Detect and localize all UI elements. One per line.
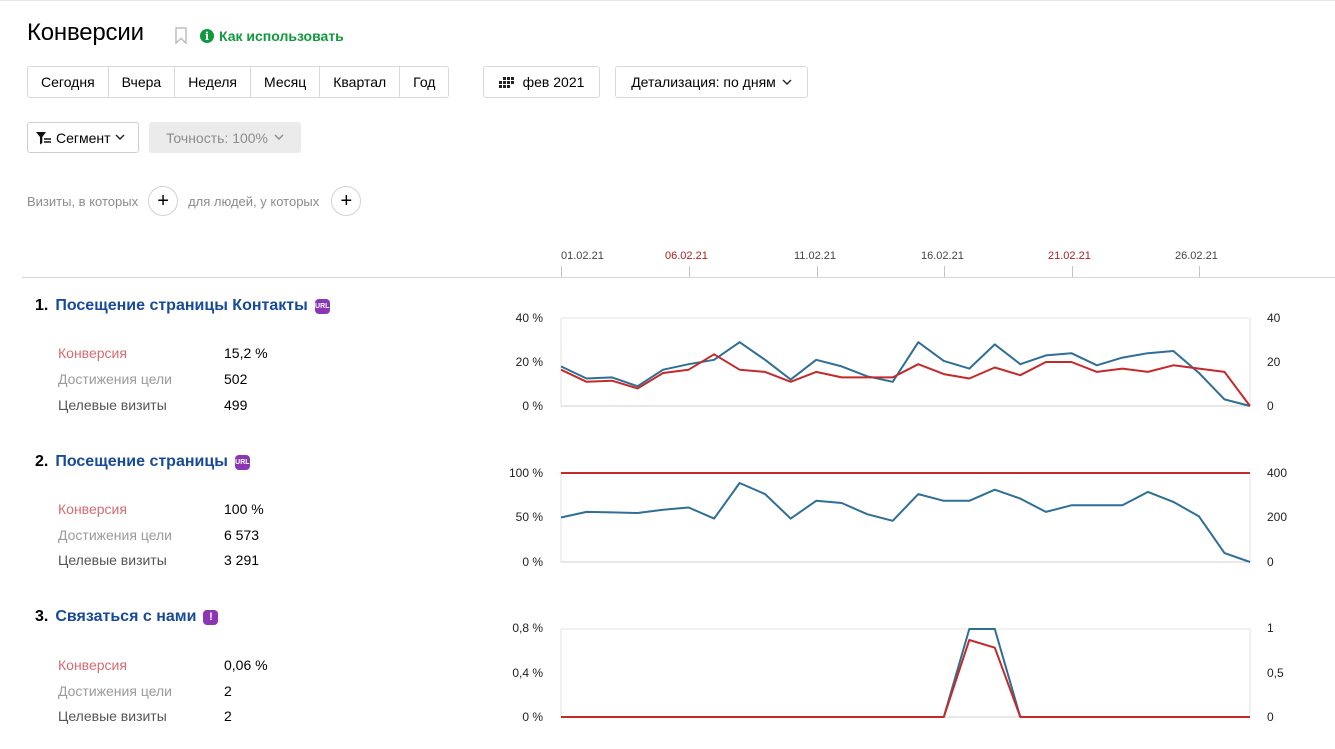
- timeline-tick: [561, 266, 562, 277]
- y-right-tick: 0: [1267, 710, 1274, 724]
- period-today-button[interactable]: Сегодня: [27, 66, 109, 98]
- y-left-tick: 0,4 %: [512, 666, 543, 680]
- y-right-tick: 0: [1267, 555, 1274, 569]
- add-people-condition-button[interactable]: +: [331, 186, 362, 216]
- y-left-tick: 0 %: [522, 399, 543, 413]
- period-selector: Сегодня Вчера Неделя Месяц Квартал Год: [27, 66, 450, 98]
- period-quarter-button[interactable]: Квартал: [319, 66, 401, 98]
- y-right-tick: 0,5: [1267, 666, 1284, 680]
- detalization-dropdown[interactable]: Детализация: по дням: [615, 66, 808, 98]
- y-right-tick: 20: [1267, 355, 1281, 369]
- goal-1-link[interactable]: Посещение страницы Контакты: [55, 297, 308, 314]
- url-badge-icon: URL: [234, 454, 250, 470]
- calendar-icon: [498, 76, 514, 88]
- target-visits-label: Целевые визиты: [58, 397, 167, 413]
- chevron-down-icon: [782, 79, 792, 85]
- date-range-label: фев 2021: [522, 74, 585, 90]
- achievements-label: Достижения цели: [58, 371, 173, 387]
- goal-2-achievements: 6 573: [224, 527, 260, 543]
- accuracy-label: Точность: 100%: [165, 129, 269, 146]
- achievements-label: Достижения цели: [58, 683, 173, 699]
- y-left-tick: 100 %: [508, 466, 543, 480]
- timeline-date: 11.02.21: [794, 250, 837, 262]
- bookmark-icon[interactable]: [175, 27, 187, 44]
- goal-1-target-visits: 499: [224, 397, 248, 413]
- conversion-label: Конверсия: [58, 501, 127, 517]
- filter-icon: [36, 131, 51, 144]
- url-badge-icon: URL: [314, 298, 330, 314]
- warning-badge-icon: !: [203, 609, 219, 625]
- goal-3-title: 3. Связаться с нами !: [35, 608, 219, 626]
- y-right-tick: 1: [1267, 621, 1274, 635]
- goal-1-achievements: 502: [224, 371, 248, 387]
- goal-1-conversion: 15,2 %: [224, 345, 268, 361]
- people-condition-label: для людей, у которых: [188, 193, 320, 209]
- period-year-button[interactable]: Год: [399, 66, 450, 98]
- period-month-button[interactable]: Месяц: [250, 66, 321, 98]
- timeline-date: 01.02.21: [561, 250, 604, 262]
- y-left-tick: 0 %: [522, 555, 543, 569]
- segment-filter-row: Визиты, в которых + для людей, у которых…: [27, 186, 362, 216]
- y-left-tick: 50 %: [515, 510, 543, 524]
- visits-series-line: [561, 628, 1250, 718]
- y-right-tick: 40: [1267, 311, 1281, 325]
- detalization-label: Детализация: по дням: [631, 74, 776, 90]
- y-right-tick: 400: [1267, 466, 1288, 480]
- page-title: Конверсии: [27, 19, 144, 46]
- timeline-tick: [1199, 266, 1200, 277]
- y-left-tick: 40 %: [515, 311, 543, 325]
- y-right-tick: 200: [1267, 510, 1288, 524]
- y-left-tick: 20 %: [515, 355, 543, 369]
- timeline-date-weekend: 06.02.21: [665, 250, 708, 262]
- target-visits-label: Целевые визиты: [58, 708, 167, 724]
- goal-3-conversion: 0,06 %: [224, 657, 268, 673]
- how-to-use-link[interactable]: i Как использовать: [200, 28, 344, 44]
- goal-2-conversion: 100 %: [224, 501, 264, 517]
- visits-series-line: [560, 482, 1251, 563]
- goal-2-title: 2. Посещение страницы URL: [35, 453, 250, 471]
- goal-number: 3.: [35, 608, 49, 625]
- accuracy-dropdown[interactable]: Точность: 100%: [149, 122, 301, 153]
- how-to-use-label: Как использовать: [219, 28, 344, 44]
- goal-number: 2.: [35, 453, 49, 470]
- goal-3-target-visits: 2: [224, 708, 232, 724]
- segment-label: Сегмент: [56, 129, 111, 146]
- timeline-divider: [22, 277, 1335, 278]
- y-left-tick: 0,8 %: [512, 621, 543, 635]
- visits-series-line: [560, 341, 1251, 407]
- info-icon: i: [200, 29, 214, 43]
- timeline-date-weekend: 21.02.21: [1048, 250, 1091, 262]
- achievements-label: Достижения цели: [58, 527, 173, 543]
- timeline-date: 16.02.21: [921, 250, 964, 262]
- segment-dropdown[interactable]: Сегмент: [27, 122, 139, 153]
- timeline-tick: [944, 266, 945, 277]
- goal-3-achievements: 2: [224, 683, 232, 699]
- conversion-series-line: [560, 353, 1251, 407]
- timeline-tick: [689, 266, 690, 277]
- top-border: [0, 0, 1335, 1]
- goal-1-title: 1. Посещение страницы Контакты URL: [35, 297, 330, 315]
- goal-number: 1.: [35, 297, 49, 314]
- conversion-label: Конверсия: [58, 345, 127, 361]
- add-visit-condition-button[interactable]: +: [148, 186, 179, 216]
- chevron-down-icon: [115, 134, 125, 140]
- timeline-tick: [1072, 266, 1073, 277]
- visits-condition-label: Визиты, в которых: [27, 193, 139, 209]
- y-left-tick: 0 %: [522, 710, 543, 724]
- period-week-button[interactable]: Неделя: [174, 66, 252, 98]
- goal-2-link[interactable]: Посещение страницы: [55, 453, 228, 470]
- conversion-series-line: [561, 639, 1250, 718]
- target-visits-label: Целевые визиты: [58, 552, 167, 568]
- date-range-button[interactable]: фев 2021: [483, 66, 600, 98]
- goal-2-target-visits: 3 291: [224, 552, 260, 568]
- timeline-tick: [817, 266, 818, 277]
- chevron-down-icon: [274, 134, 284, 140]
- timeline-date: 26.02.21: [1175, 250, 1218, 262]
- y-right-tick: 0: [1267, 399, 1274, 413]
- conversion-label: Конверсия: [58, 657, 127, 673]
- goal-3-link[interactable]: Связаться с нами: [55, 608, 197, 625]
